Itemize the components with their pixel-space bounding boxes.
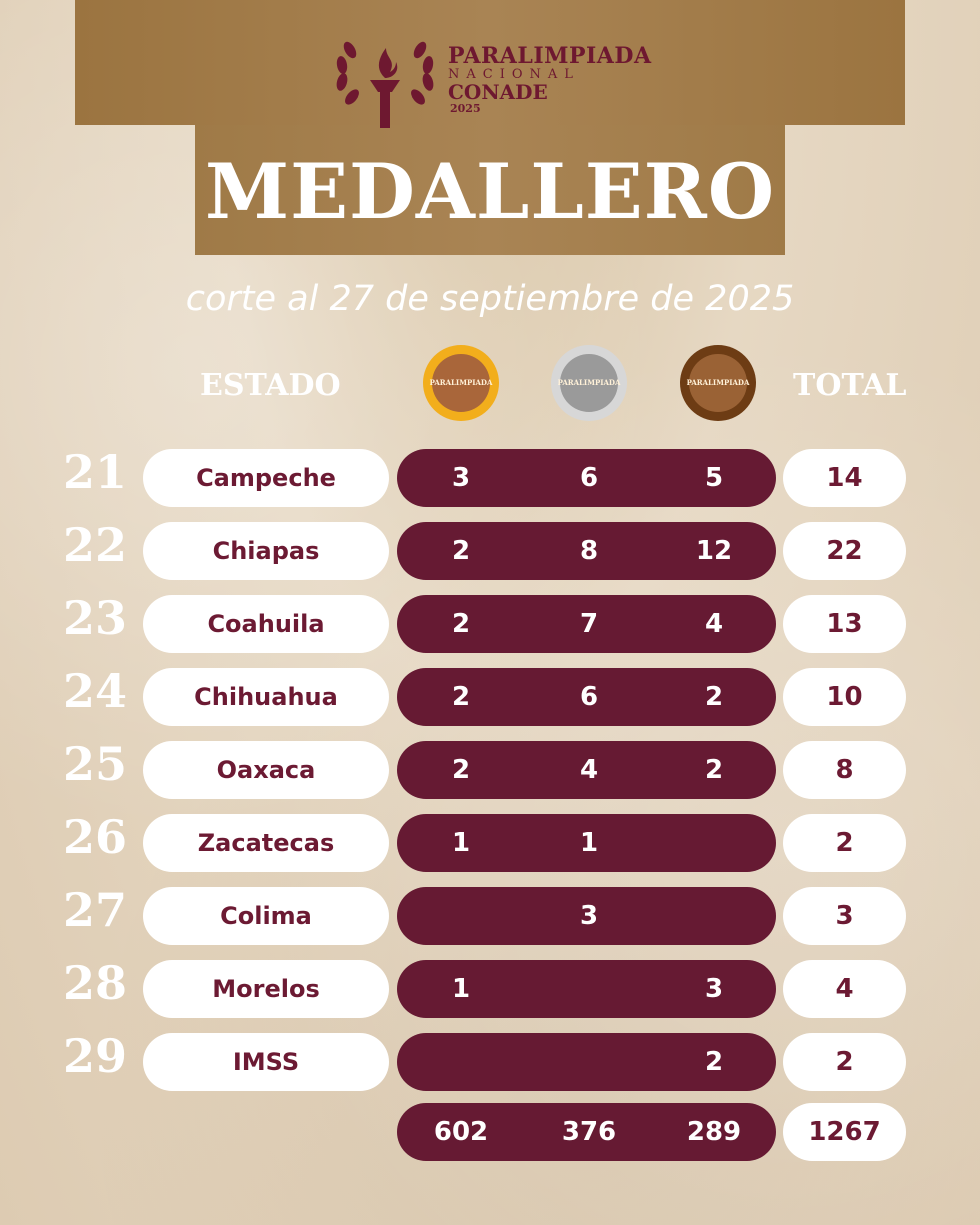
medal-counts-bar: 2 7 4 bbox=[397, 595, 776, 653]
silver-count: 7 bbox=[579, 609, 599, 639]
table-row: 29 IMSS 2 2 bbox=[0, 1029, 980, 1091]
medal-totals-bar: 602 376 289 bbox=[397, 1103, 776, 1161]
silver-count: 1 bbox=[579, 828, 599, 858]
page-title: MEDALLERO bbox=[204, 147, 776, 236]
silver-count: 6 bbox=[579, 463, 599, 493]
logo-org: CONADE bbox=[448, 80, 548, 104]
gold-count: 1 bbox=[451, 974, 471, 1004]
table-row: 21 Campeche 3 6 5 14 bbox=[0, 445, 980, 507]
silver-count: 3 bbox=[579, 901, 599, 931]
bronze-total: 289 bbox=[686, 1117, 742, 1147]
total-count: 2 bbox=[783, 814, 906, 872]
state-name: IMSS bbox=[143, 1033, 389, 1091]
medal-counts-bar: 2 4 2 bbox=[397, 741, 776, 799]
medal-counts-bar: 2 bbox=[397, 1033, 776, 1091]
total-count: 8 bbox=[783, 741, 906, 799]
rank-number: 26 bbox=[62, 810, 127, 864]
bronze-count: 12 bbox=[695, 536, 733, 566]
column-header-total: TOTAL bbox=[793, 368, 907, 403]
medal-counts-bar: 3 6 5 bbox=[397, 449, 776, 507]
medal-counts-bar: 3 bbox=[397, 887, 776, 945]
bronze-count: 2 bbox=[704, 1047, 724, 1077]
total-count: 14 bbox=[783, 449, 906, 507]
gold-count: 2 bbox=[451, 536, 471, 566]
rank-number: 25 bbox=[62, 737, 127, 791]
totals-row: 602 376 289 1267 bbox=[0, 1103, 980, 1161]
gold-count: 2 bbox=[451, 682, 471, 712]
header-banner bbox=[75, 0, 905, 125]
rank-number: 28 bbox=[62, 956, 127, 1010]
column-header-estado: ESTADO bbox=[200, 368, 341, 403]
total-count: 10 bbox=[783, 668, 906, 726]
bronze-count: 2 bbox=[704, 755, 724, 785]
state-name: Coahuila bbox=[143, 595, 389, 653]
grand-total: 1267 bbox=[783, 1103, 906, 1161]
gold-total: 602 bbox=[433, 1117, 489, 1147]
medal-counts-bar: 1 1 bbox=[397, 814, 776, 872]
table-row: 22 Chiapas 2 8 12 22 bbox=[0, 518, 980, 580]
gold-count: 1 bbox=[451, 828, 471, 858]
state-name: Colima bbox=[143, 887, 389, 945]
bronze-count: 5 bbox=[704, 463, 724, 493]
silver-count: 6 bbox=[579, 682, 599, 712]
logo-year: 2025 bbox=[450, 102, 481, 115]
state-name: Zacatecas bbox=[143, 814, 389, 872]
total-count: 3 bbox=[783, 887, 906, 945]
silver-count: 8 bbox=[579, 536, 599, 566]
rank-number: 21 bbox=[62, 445, 127, 499]
medal-counts-bar: 2 8 12 bbox=[397, 522, 776, 580]
silver-count: 4 bbox=[579, 755, 599, 785]
gold-count: 2 bbox=[451, 755, 471, 785]
table-row: 26 Zacatecas 1 1 2 bbox=[0, 810, 980, 872]
rank-number: 23 bbox=[62, 591, 127, 645]
table-row: 23 Coahuila 2 7 4 13 bbox=[0, 591, 980, 653]
bronze-count: 4 bbox=[704, 609, 724, 639]
rank-number: 22 bbox=[62, 518, 127, 572]
paralimpiada-logo: PARALIMPIADA NACIONAL CONADE 2025 bbox=[330, 30, 660, 130]
table-row: 24 Chihuahua 2 6 2 10 bbox=[0, 664, 980, 726]
bronze-count: 2 bbox=[704, 682, 724, 712]
state-name: Morelos bbox=[143, 960, 389, 1018]
bronze-medal-icon: PARALIMPIADA bbox=[680, 345, 756, 421]
silver-total: 376 bbox=[561, 1117, 617, 1147]
medal-counts-bar: 2 6 2 bbox=[397, 668, 776, 726]
total-count: 22 bbox=[783, 522, 906, 580]
rank-number: 29 bbox=[62, 1029, 127, 1083]
table-row: 28 Morelos 1 3 4 bbox=[0, 956, 980, 1018]
title-banner bbox=[195, 125, 785, 255]
silver-medal-icon: PARALIMPIADA bbox=[551, 345, 627, 421]
state-name: Oaxaca bbox=[143, 741, 389, 799]
medal-counts-bar: 1 3 bbox=[397, 960, 776, 1018]
gold-medal-icon: PARALIMPIADA bbox=[423, 345, 499, 421]
page-subtitle: corte al 27 de septiembre de 2025 bbox=[185, 279, 795, 319]
rank-number: 24 bbox=[62, 664, 127, 718]
table-row: 27 Colima 3 3 bbox=[0, 883, 980, 945]
state-name: Campeche bbox=[143, 449, 389, 507]
state-name: Chihuahua bbox=[143, 668, 389, 726]
rank-number: 27 bbox=[62, 883, 127, 937]
torch-laurel-icon bbox=[336, 41, 434, 128]
gold-count: 3 bbox=[451, 463, 471, 493]
total-count: 13 bbox=[783, 595, 906, 653]
table-row: 25 Oaxaca 2 4 2 8 bbox=[0, 737, 980, 799]
bronze-count: 3 bbox=[704, 974, 724, 1004]
logo-title: PARALIMPIADA bbox=[448, 43, 652, 69]
logo-subtitle: NACIONAL bbox=[448, 67, 580, 82]
total-count: 4 bbox=[783, 960, 906, 1018]
state-name: Chiapas bbox=[143, 522, 389, 580]
gold-count: 2 bbox=[451, 609, 471, 639]
total-count: 2 bbox=[783, 1033, 906, 1091]
